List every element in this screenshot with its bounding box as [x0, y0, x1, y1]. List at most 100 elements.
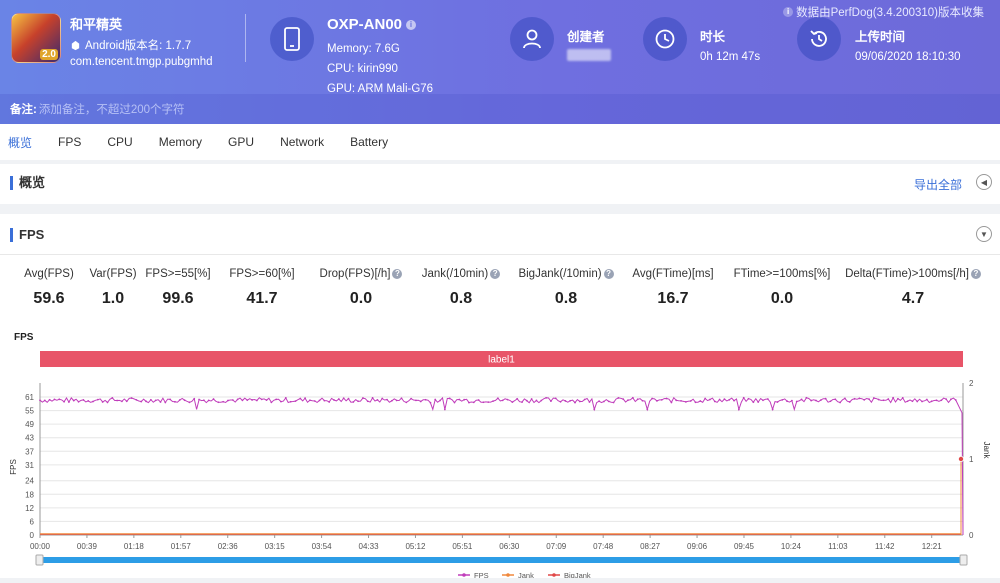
- fps-point: [747, 397, 750, 400]
- fps-point: [839, 401, 842, 404]
- fps-point: [791, 399, 793, 402]
- fps-point: [530, 398, 533, 400]
- stat-label-text: Delta(FTime)>100ms[/h]: [845, 268, 969, 280]
- chevron-down-icon[interactable]: ▼: [976, 226, 992, 242]
- fps-point: [241, 399, 244, 402]
- fps-point: [815, 399, 817, 402]
- stat-label: Avg(FTime)[ms]: [593, 268, 753, 280]
- fps-point: [554, 397, 557, 400]
- collapse-left-icon[interactable]: ◀: [976, 174, 992, 190]
- tab-fps[interactable]: FPS: [58, 135, 82, 149]
- fps-point: [844, 397, 846, 400]
- fps-point: [805, 396, 808, 399]
- fps-point: [496, 397, 499, 400]
- fps-point: [284, 396, 287, 399]
- fps-point: [477, 399, 480, 401]
- x-tick-label: 00:39: [77, 542, 98, 551]
- device-gpu: GPU: ARM Mali-G76: [327, 83, 434, 95]
- stat-label: Var(FPS): [33, 268, 193, 280]
- stat-label: Avg(FPS): [0, 268, 129, 280]
- fps-point: [424, 398, 427, 401]
- fps-point: [858, 397, 861, 400]
- y2-tick-label: 1: [969, 455, 974, 464]
- export-all-button[interactable]: 导出全部: [913, 178, 962, 192]
- fps-point: [472, 401, 475, 404]
- legend-marker: [552, 573, 556, 577]
- fps-point: [762, 399, 764, 402]
- fps-point: [535, 399, 538, 402]
- y-tick-label: 6: [30, 517, 35, 526]
- tab-memory[interactable]: Memory: [158, 135, 203, 149]
- phone-icon: [270, 17, 314, 61]
- fps-point: [366, 400, 369, 403]
- fps-point: [521, 401, 523, 404]
- fps-point: [357, 400, 360, 403]
- fps-point: [463, 398, 466, 401]
- fps-point: [492, 400, 494, 403]
- fps-point: [810, 399, 813, 402]
- tab-cpu[interactable]: CPU: [107, 135, 133, 149]
- fps-point: [882, 399, 885, 402]
- fps-point: [337, 398, 340, 400]
- x-tick-label: 05:51: [452, 542, 473, 551]
- stat-value: 41.7: [246, 290, 278, 307]
- fps-point: [362, 397, 364, 399]
- fps-point: [188, 401, 191, 404]
- fps-point: [313, 400, 316, 402]
- note-input[interactable]: 添加备注，不超过200个字符: [38, 104, 185, 116]
- help-icon[interactable]: ?: [392, 269, 403, 279]
- stat-value: 0.8: [554, 290, 578, 307]
- info-icon[interactable]: i: [406, 19, 417, 30]
- fps-point: [405, 401, 408, 404]
- fps-point: [752, 401, 755, 404]
- fps-point: [930, 400, 933, 403]
- fps-point: [925, 398, 928, 401]
- fps-point: [251, 399, 253, 401]
- y-tick-label: 18: [25, 490, 34, 499]
- tab-network[interactable]: Network: [280, 135, 325, 149]
- fps-point: [540, 399, 543, 402]
- tab-gpu[interactable]: GPU: [228, 135, 255, 149]
- help-icon[interactable]: ?: [490, 269, 501, 279]
- fps-point: [231, 399, 234, 401]
- help-icon[interactable]: ?: [603, 269, 614, 279]
- fps-point: [280, 400, 282, 403]
- x-tick-label: 01:57: [171, 542, 192, 551]
- stat-value: 0.8: [449, 290, 473, 307]
- time-range-slider[interactable]: [40, 557, 963, 563]
- fps-section-title: FPS: [10, 228, 44, 242]
- stat-0: Avg(FPS) 59.6: [0, 268, 129, 308]
- fps-point: [159, 401, 162, 403]
- y-tick-label: 37: [25, 447, 34, 456]
- fps-point: [48, 398, 51, 401]
- help-icon[interactable]: ?: [970, 269, 981, 279]
- fps-point: [140, 400, 143, 403]
- note-bar[interactable]: 备注: 添加备注，不超过200个字符: [0, 94, 1000, 124]
- creator-value-redacted: [567, 49, 611, 61]
- stat-label-text: BigJank(/10min): [518, 268, 602, 280]
- y2-tick-label: 2: [969, 379, 974, 388]
- app-version: Android版本名: 1.7.7: [70, 37, 191, 53]
- fps-point: [111, 397, 114, 399]
- fps-point: [757, 401, 760, 403]
- x-tick-label: 04:33: [359, 542, 380, 551]
- label-band-text: label1: [488, 355, 515, 366]
- fps-point: [222, 400, 225, 403]
- fps-point: [781, 398, 784, 401]
- fps-point: [255, 399, 258, 402]
- tab-overview[interactable]: 概览: [8, 135, 33, 150]
- fps-point: [468, 401, 470, 404]
- stat-2: FPS>=55[%] 99.6: [98, 268, 258, 308]
- x-tick-label: 09:45: [734, 542, 755, 551]
- slider-handle-right[interactable]: [959, 554, 968, 566]
- fps-point: [771, 408, 774, 411]
- slider-handle-left[interactable]: [35, 554, 44, 566]
- tab-battery[interactable]: Battery: [350, 135, 389, 149]
- fps-point: [680, 399, 682, 402]
- fps-point: [328, 401, 331, 403]
- fps-point: [742, 396, 745, 399]
- stat-label-text: Avg(FPS): [24, 268, 74, 280]
- fps-point: [39, 399, 41, 402]
- fps-chart-svg: FPSlabel106121824313743495561FPSJank0120…: [9, 332, 991, 580]
- fps-point: [395, 399, 398, 402]
